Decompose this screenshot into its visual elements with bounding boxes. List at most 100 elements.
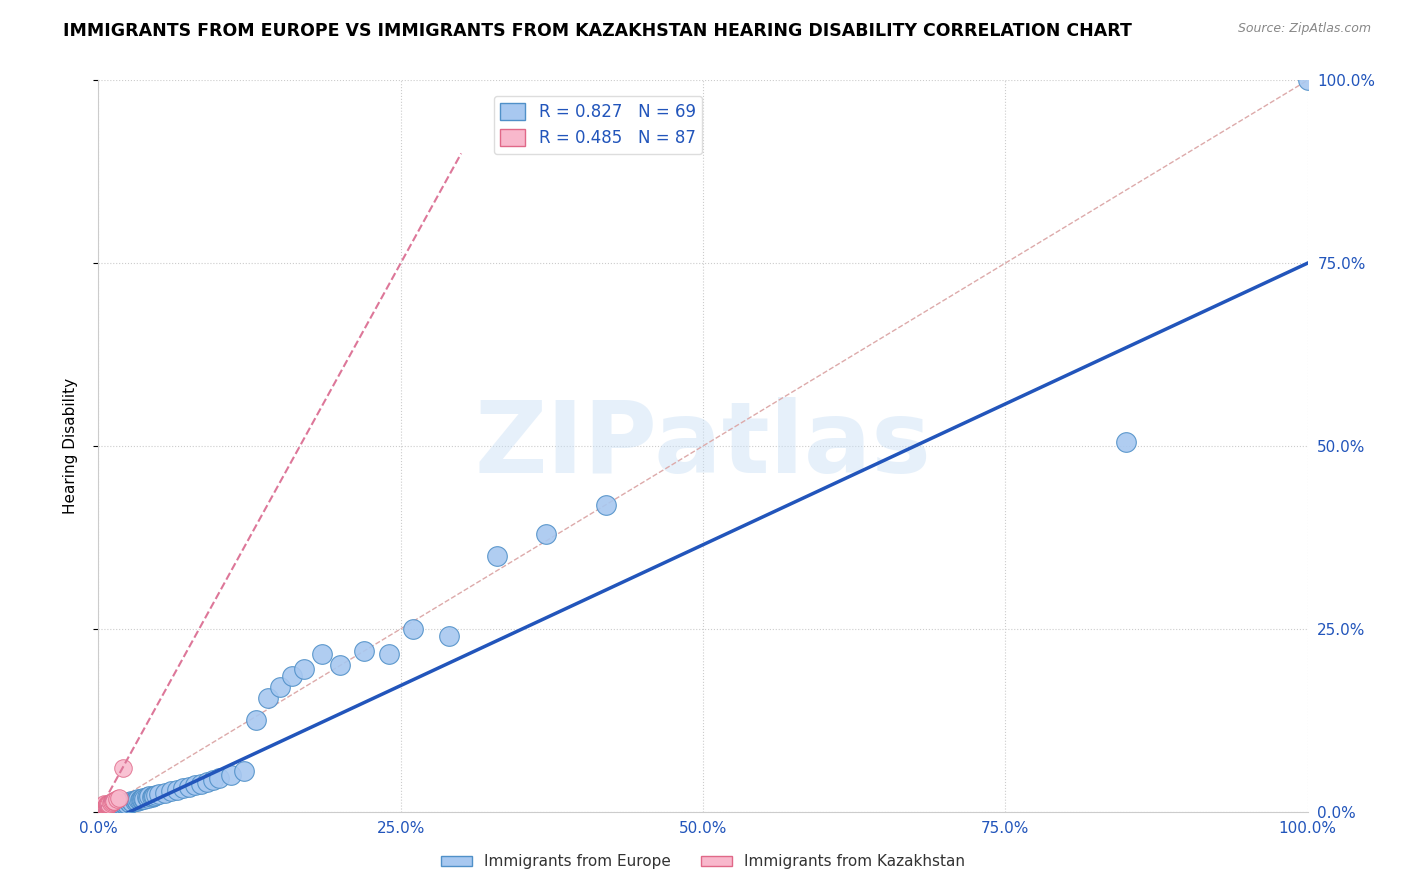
Point: [437, 629, 460, 643]
Point: [87, 803, 110, 817]
Point: [87, 803, 110, 817]
Point: [93, 798, 115, 813]
Point: [87, 804, 110, 818]
Point: [111, 761, 134, 775]
Point: [91, 800, 114, 814]
Point: [87, 803, 110, 817]
Point: [91, 800, 114, 814]
Point: [87, 803, 110, 817]
Point: [269, 681, 291, 695]
Point: [208, 771, 231, 785]
Point: [184, 778, 207, 792]
Point: [89, 803, 111, 817]
Point: [91, 803, 114, 817]
Point: [87, 805, 110, 819]
Point: [127, 792, 149, 806]
Point: [89, 802, 111, 816]
Point: [91, 799, 114, 814]
Point: [108, 798, 131, 813]
Point: [110, 797, 132, 812]
Point: [281, 669, 304, 683]
Point: [1296, 73, 1319, 87]
Point: [353, 644, 375, 658]
Point: [90, 801, 112, 815]
Point: [91, 801, 114, 815]
Legend: R = 0.827   N = 69, R = 0.485   N = 87: R = 0.827 N = 69, R = 0.485 N = 87: [494, 96, 703, 154]
Point: [90, 801, 112, 815]
Point: [329, 658, 352, 673]
Point: [87, 805, 110, 819]
Point: [87, 803, 110, 817]
Point: [100, 796, 122, 810]
Point: [90, 803, 112, 817]
Point: [87, 803, 110, 817]
Point: [94, 799, 117, 814]
Point: [377, 648, 399, 662]
Point: [202, 773, 225, 788]
Point: [93, 801, 115, 815]
Point: [89, 803, 111, 817]
Point: [89, 804, 111, 818]
Point: [172, 781, 194, 796]
Point: [94, 799, 117, 814]
Point: [93, 797, 115, 812]
Point: [91, 798, 114, 813]
Point: [90, 803, 112, 817]
Point: [100, 801, 122, 815]
Point: [118, 796, 141, 810]
Point: [90, 802, 112, 816]
Point: [91, 801, 114, 815]
Point: [93, 803, 115, 817]
Point: [93, 798, 115, 813]
Point: [148, 787, 170, 801]
Point: [108, 790, 131, 805]
Point: [141, 790, 163, 805]
Point: [97, 798, 120, 813]
Point: [91, 802, 114, 816]
Point: [89, 803, 111, 817]
Point: [93, 800, 115, 814]
Point: [87, 804, 110, 818]
Point: [91, 799, 114, 814]
Point: [112, 797, 135, 811]
Point: [114, 797, 136, 812]
Legend: Immigrants from Europe, Immigrants from Kazakhstan: Immigrants from Europe, Immigrants from …: [434, 848, 972, 875]
Point: [534, 526, 557, 541]
Point: [135, 790, 157, 805]
Point: [93, 798, 115, 813]
Point: [87, 805, 110, 819]
Point: [311, 648, 333, 662]
Point: [89, 803, 111, 817]
Point: [87, 803, 110, 817]
Point: [90, 803, 112, 817]
Point: [91, 801, 114, 815]
Point: [124, 794, 146, 808]
Point: [143, 789, 166, 804]
Point: [136, 790, 159, 805]
Point: [91, 803, 114, 817]
Point: [232, 764, 254, 779]
Point: [96, 798, 118, 813]
Point: [91, 801, 114, 815]
Point: [153, 786, 176, 800]
Point: [87, 803, 110, 817]
Point: [91, 802, 114, 816]
Point: [125, 793, 148, 807]
Point: [89, 803, 111, 817]
Point: [134, 791, 156, 805]
Point: [97, 802, 120, 816]
Point: [132, 790, 155, 805]
Point: [87, 803, 110, 817]
Point: [195, 775, 218, 789]
Point: [96, 797, 118, 812]
Point: [87, 804, 110, 818]
Point: [118, 795, 141, 809]
Point: [127, 795, 149, 809]
Point: [91, 802, 114, 816]
Point: [221, 768, 243, 782]
Text: ZIPatlas: ZIPatlas: [475, 398, 931, 494]
Y-axis label: Hearing Disability: Hearing Disability: [63, 378, 77, 514]
Point: [91, 800, 114, 814]
Point: [115, 796, 138, 810]
Point: [245, 714, 267, 728]
